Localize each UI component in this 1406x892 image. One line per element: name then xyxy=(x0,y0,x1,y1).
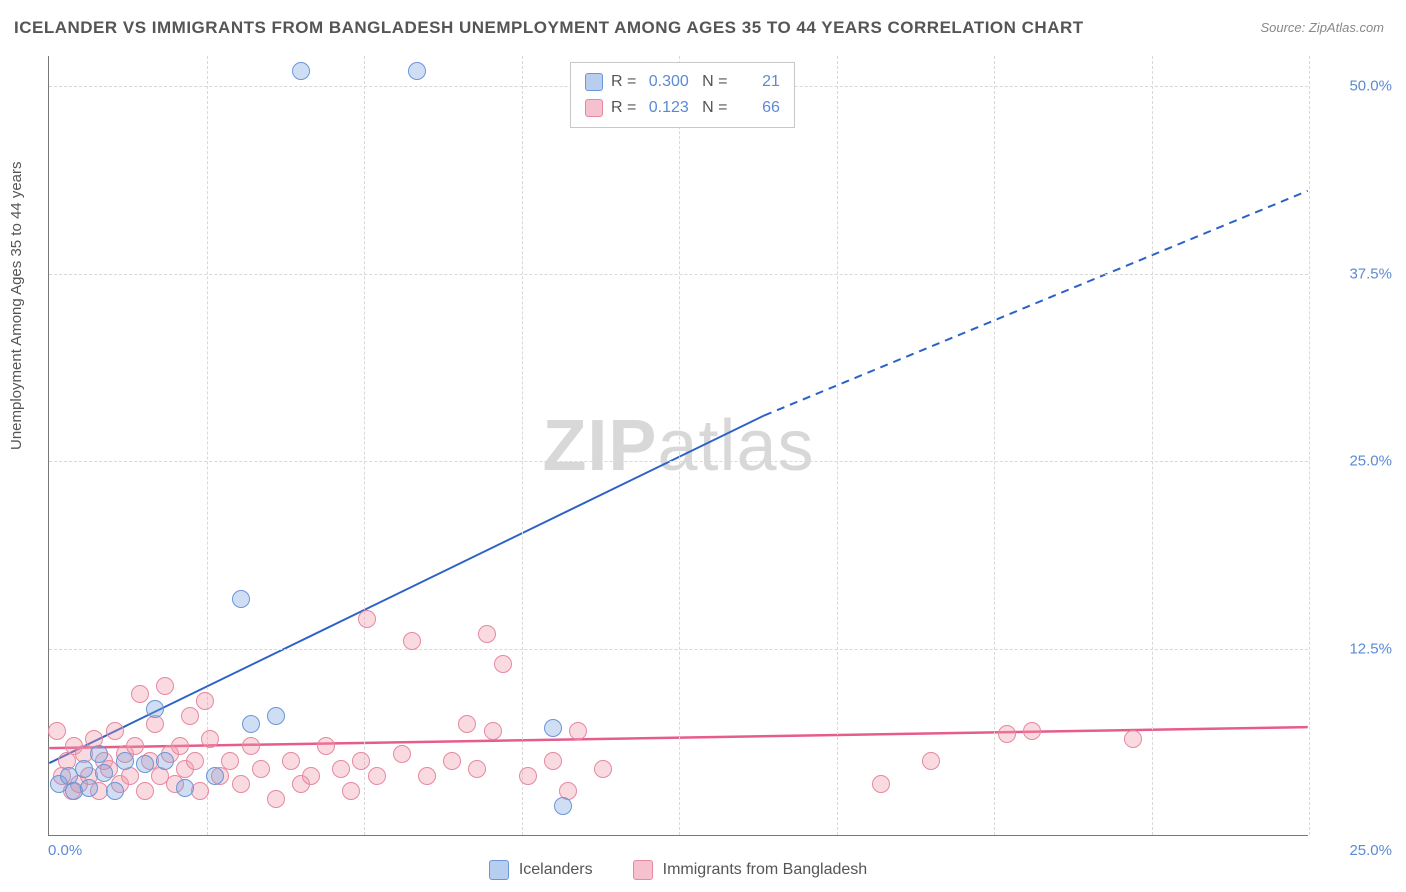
data-point xyxy=(90,745,108,763)
source-label: Source: ZipAtlas.com xyxy=(1260,20,1384,35)
data-point xyxy=(998,725,1016,743)
correlation-legend: R = 0.300 N = 21R = 0.123 N = 66 xyxy=(570,62,795,128)
gridline-v xyxy=(207,56,208,835)
data-point xyxy=(458,715,476,733)
data-point xyxy=(922,752,940,770)
data-point xyxy=(544,752,562,770)
data-point xyxy=(302,767,320,785)
y-axis-label: Unemployment Among Ages 35 to 44 years xyxy=(8,161,25,450)
data-point xyxy=(484,722,502,740)
data-point xyxy=(146,700,164,718)
data-point xyxy=(872,775,890,793)
data-point xyxy=(48,722,66,740)
gridline-v xyxy=(837,56,838,835)
data-point xyxy=(186,752,204,770)
data-point xyxy=(136,782,154,800)
x-tick-zero: 0.0% xyxy=(48,842,82,859)
legend-swatch xyxy=(633,860,653,880)
legend-label: Immigrants from Bangladesh xyxy=(663,861,868,879)
data-point xyxy=(136,755,154,773)
data-point xyxy=(1124,730,1142,748)
data-point xyxy=(554,797,572,815)
data-point xyxy=(106,722,124,740)
x-tick-max: 25.0% xyxy=(1349,842,1392,859)
data-point xyxy=(232,590,250,608)
gridline-v xyxy=(994,56,995,835)
gridline-v xyxy=(1152,56,1153,835)
legend-swatch xyxy=(585,99,603,117)
data-point xyxy=(242,737,260,755)
data-point xyxy=(282,752,300,770)
data-point xyxy=(232,775,250,793)
data-point xyxy=(95,764,113,782)
legend-label: Icelanders xyxy=(519,861,593,879)
watermark-thin: atlas xyxy=(657,406,814,486)
series-legend-item: Icelanders xyxy=(489,860,593,880)
plot-area: ZIPatlas xyxy=(48,56,1308,836)
data-point xyxy=(292,62,310,80)
data-point xyxy=(368,767,386,785)
data-point xyxy=(418,767,436,785)
series-legend: Icelanders Immigrants from Bangladesh xyxy=(48,860,1308,880)
y-tick-label: 12.5% xyxy=(1349,640,1392,657)
data-point xyxy=(191,782,209,800)
data-point xyxy=(171,737,189,755)
data-point xyxy=(342,782,360,800)
data-point xyxy=(403,632,421,650)
data-point xyxy=(221,752,239,770)
y-tick-label: 25.0% xyxy=(1349,453,1392,470)
corr-legend-row: R = 0.300 N = 21 xyxy=(585,69,780,95)
data-point xyxy=(393,745,411,763)
data-point xyxy=(1023,722,1041,740)
data-point xyxy=(156,752,174,770)
data-point xyxy=(317,737,335,755)
data-point xyxy=(252,760,270,778)
series-legend-item: Immigrants from Bangladesh xyxy=(633,860,868,880)
y-tick-label: 37.5% xyxy=(1349,265,1392,282)
data-point xyxy=(267,790,285,808)
legend-swatch xyxy=(585,73,603,91)
data-point xyxy=(569,722,587,740)
data-point xyxy=(478,625,496,643)
data-point xyxy=(594,760,612,778)
legend-swatch xyxy=(489,860,509,880)
gridline-v xyxy=(1309,56,1310,835)
data-point xyxy=(352,752,370,770)
data-point xyxy=(116,752,134,770)
data-point xyxy=(332,760,350,778)
data-point xyxy=(131,685,149,703)
data-point xyxy=(176,779,194,797)
watermark-bold: ZIP xyxy=(542,406,657,486)
gridline-v xyxy=(679,56,680,835)
data-point xyxy=(156,677,174,695)
gridline-v xyxy=(522,56,523,835)
data-point xyxy=(494,655,512,673)
data-point xyxy=(358,610,376,628)
gridline-v xyxy=(364,56,365,835)
data-point xyxy=(242,715,260,733)
y-tick-label: 50.0% xyxy=(1349,78,1392,95)
data-point xyxy=(408,62,426,80)
data-point xyxy=(80,779,98,797)
data-point xyxy=(468,760,486,778)
data-point xyxy=(201,730,219,748)
data-point xyxy=(75,760,93,778)
chart-title: ICELANDER VS IMMIGRANTS FROM BANGLADESH … xyxy=(14,18,1084,38)
data-point xyxy=(443,752,461,770)
data-point xyxy=(181,707,199,725)
data-point xyxy=(106,782,124,800)
data-point xyxy=(519,767,537,785)
corr-legend-row: R = 0.123 N = 66 xyxy=(585,95,780,121)
data-point xyxy=(196,692,214,710)
data-point xyxy=(206,767,224,785)
data-point xyxy=(544,719,562,737)
data-point xyxy=(267,707,285,725)
